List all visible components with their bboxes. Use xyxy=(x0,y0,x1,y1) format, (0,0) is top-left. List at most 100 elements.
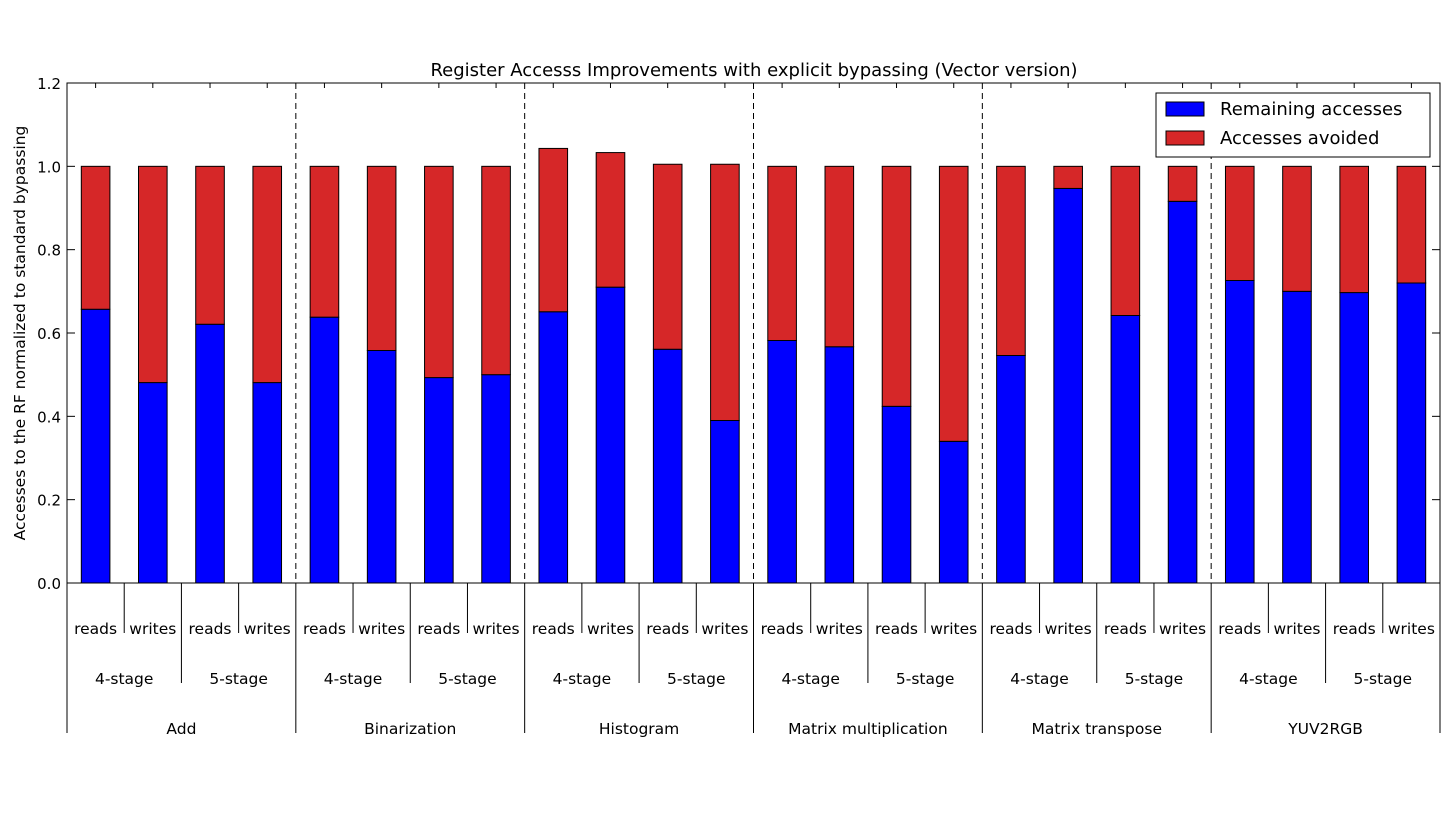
bar-remaining-accesses xyxy=(138,382,168,584)
x-label-kind: writes xyxy=(816,620,863,638)
bar-accesses-avoided xyxy=(366,165,397,351)
bar-remaining-accesses xyxy=(938,440,969,584)
bar-remaining-accesses xyxy=(481,374,511,584)
x-label-group: Add xyxy=(166,720,196,738)
legend-swatch-avoided xyxy=(1165,130,1205,146)
x-label-group: Binarization xyxy=(364,720,456,738)
bar-remaining-accesses xyxy=(710,420,740,584)
x-label-kind: reads xyxy=(989,620,1032,638)
y-tick-label: 0.8 xyxy=(37,242,61,260)
bar-accesses-avoided xyxy=(1167,165,1198,202)
bar-accesses-avoided xyxy=(595,152,626,288)
bar-accesses-avoided xyxy=(481,165,511,376)
x-label-kind: reads xyxy=(1218,620,1261,638)
x-label-kind: reads xyxy=(875,620,918,638)
x-label-kind: reads xyxy=(1104,620,1147,638)
x-label-stage: 4-stage xyxy=(95,670,153,688)
bar-accesses-avoided xyxy=(195,165,225,325)
x-label-stage: 5-stage xyxy=(1354,670,1412,688)
x-label-group: YUV2RGB xyxy=(1287,720,1363,738)
bar-remaining-accesses xyxy=(538,311,569,584)
bar-remaining-accesses xyxy=(824,346,855,584)
x-label-kind: writes xyxy=(587,620,634,638)
bar-remaining-accesses xyxy=(1396,282,1427,584)
bar-accesses-avoided xyxy=(1282,165,1312,292)
bar-accesses-avoided xyxy=(309,165,340,318)
bar-accesses-avoided xyxy=(1053,165,1083,189)
x-label-kind: reads xyxy=(532,620,575,638)
x-label-kind: writes xyxy=(1159,620,1206,638)
bar-accesses-avoided xyxy=(996,165,1026,356)
bar-remaining-accesses xyxy=(252,382,283,584)
x-label-group: Matrix transpose xyxy=(1031,720,1162,738)
group-separators xyxy=(295,83,1212,583)
x-label-kind: writes xyxy=(930,620,977,638)
x-label-kind: writes xyxy=(701,620,748,638)
x-label-kind: reads xyxy=(417,620,460,638)
bar-remaining-accesses xyxy=(595,286,626,584)
y-tick-label: 1.0 xyxy=(37,158,61,176)
x-axis: reads writes reads writes reads writes reads wr… xyxy=(66,83,1441,738)
bar-accesses-avoided xyxy=(938,165,969,442)
x-label-kind: reads xyxy=(189,620,232,638)
bar-accesses-avoided xyxy=(1339,165,1369,294)
x-label-stage: 5-stage xyxy=(896,670,954,688)
bar-accesses-avoided xyxy=(138,165,168,384)
bar-accesses-avoided xyxy=(1396,165,1427,284)
x-label-kind: writes xyxy=(1388,620,1435,638)
x-label-stage: 4-stage xyxy=(781,670,839,688)
x-label-stage: 4-stage xyxy=(553,670,611,688)
x-label-kind: writes xyxy=(129,620,176,638)
bar-remaining-accesses xyxy=(1167,200,1198,584)
bar-remaining-accesses xyxy=(366,350,397,584)
bar-remaining-accesses xyxy=(881,405,912,584)
bar-remaining-accesses xyxy=(424,377,454,584)
bar-remaining-accesses xyxy=(996,355,1026,584)
bar-remaining-accesses xyxy=(767,340,797,584)
bar-accesses-avoided xyxy=(424,165,454,379)
bar-remaining-accesses xyxy=(1224,280,1255,584)
legend-swatch-remaining xyxy=(1165,101,1205,117)
x-label-kind: writes xyxy=(358,620,405,638)
y-tick-label: 1.2 xyxy=(37,75,61,93)
bar-accesses-avoided xyxy=(652,163,683,350)
bar-accesses-avoided xyxy=(1224,165,1255,281)
x-label-kind: writes xyxy=(473,620,520,638)
bars xyxy=(80,147,1427,584)
bar-accesses-avoided xyxy=(881,165,912,407)
y-tick-label: 0.6 xyxy=(37,325,61,343)
x-label-kind: reads xyxy=(761,620,804,638)
bar-remaining-accesses xyxy=(1282,290,1312,584)
y-tick-label: 0.4 xyxy=(37,408,61,426)
x-label-stage: 5-stage xyxy=(667,670,725,688)
bar-remaining-accesses xyxy=(1053,187,1083,584)
legend-label-avoided: Accesses avoided xyxy=(1220,128,1379,149)
x-label-stage: 5-stage xyxy=(209,670,267,688)
y-tick-label: 0.2 xyxy=(37,492,61,510)
bar-remaining-accesses xyxy=(80,308,111,584)
x-label-group: Histogram xyxy=(599,720,679,738)
y-axis-label: Accesses to the RF normalized to standar… xyxy=(11,126,29,541)
bar-accesses-avoided xyxy=(710,163,740,421)
bar-accesses-avoided xyxy=(824,165,855,348)
x-label-stage: 4-stage xyxy=(324,670,382,688)
y-axis: 0.0 0.2 0.4 0.6 0.8 1.0 1.2 xyxy=(37,75,1440,593)
bar-accesses-avoided xyxy=(1110,165,1141,316)
x-label-group: Matrix multiplication xyxy=(788,720,948,738)
x-label-kind: reads xyxy=(74,620,117,638)
bar-remaining-accesses xyxy=(1110,315,1141,584)
x-label-kind: writes xyxy=(244,620,291,638)
x-label-stage: 5-stage xyxy=(1125,670,1183,688)
bar-accesses-avoided xyxy=(538,147,569,313)
bar-remaining-accesses xyxy=(1339,292,1369,584)
bar-accesses-avoided xyxy=(80,165,111,310)
x-label-kind: writes xyxy=(1273,620,1320,638)
chart-title: Register Accesss Improvements with expli… xyxy=(430,60,1077,81)
x-label-kind: reads xyxy=(646,620,689,638)
bar-accesses-avoided xyxy=(252,165,283,384)
x-label-kind: reads xyxy=(1333,620,1376,638)
legend-label-remaining: Remaining accesses xyxy=(1220,99,1402,120)
bar-accesses-avoided xyxy=(767,165,797,341)
y-tick-label: 0.0 xyxy=(37,575,61,593)
